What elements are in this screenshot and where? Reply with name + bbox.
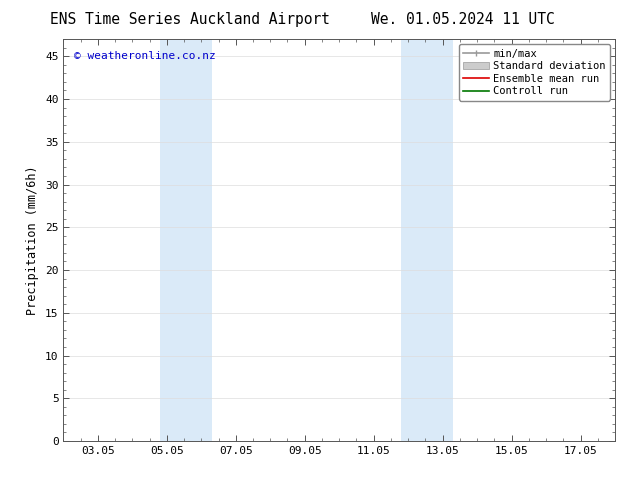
Text: ENS Time Series Auckland Airport: ENS Time Series Auckland Airport [50, 12, 330, 27]
Bar [160, 39, 212, 441]
Text: © weatheronline.co.nz: © weatheronline.co.nz [74, 51, 216, 61]
Legend: min/max, Standard deviation, Ensemble mean run, Controll run: min/max, Standard deviation, Ensemble me… [459, 45, 610, 100]
Bar [401, 39, 453, 441]
Y-axis label: Precipitation (mm/6h): Precipitation (mm/6h) [27, 165, 39, 315]
Text: We. 01.05.2024 11 UTC: We. 01.05.2024 11 UTC [371, 12, 555, 27]
